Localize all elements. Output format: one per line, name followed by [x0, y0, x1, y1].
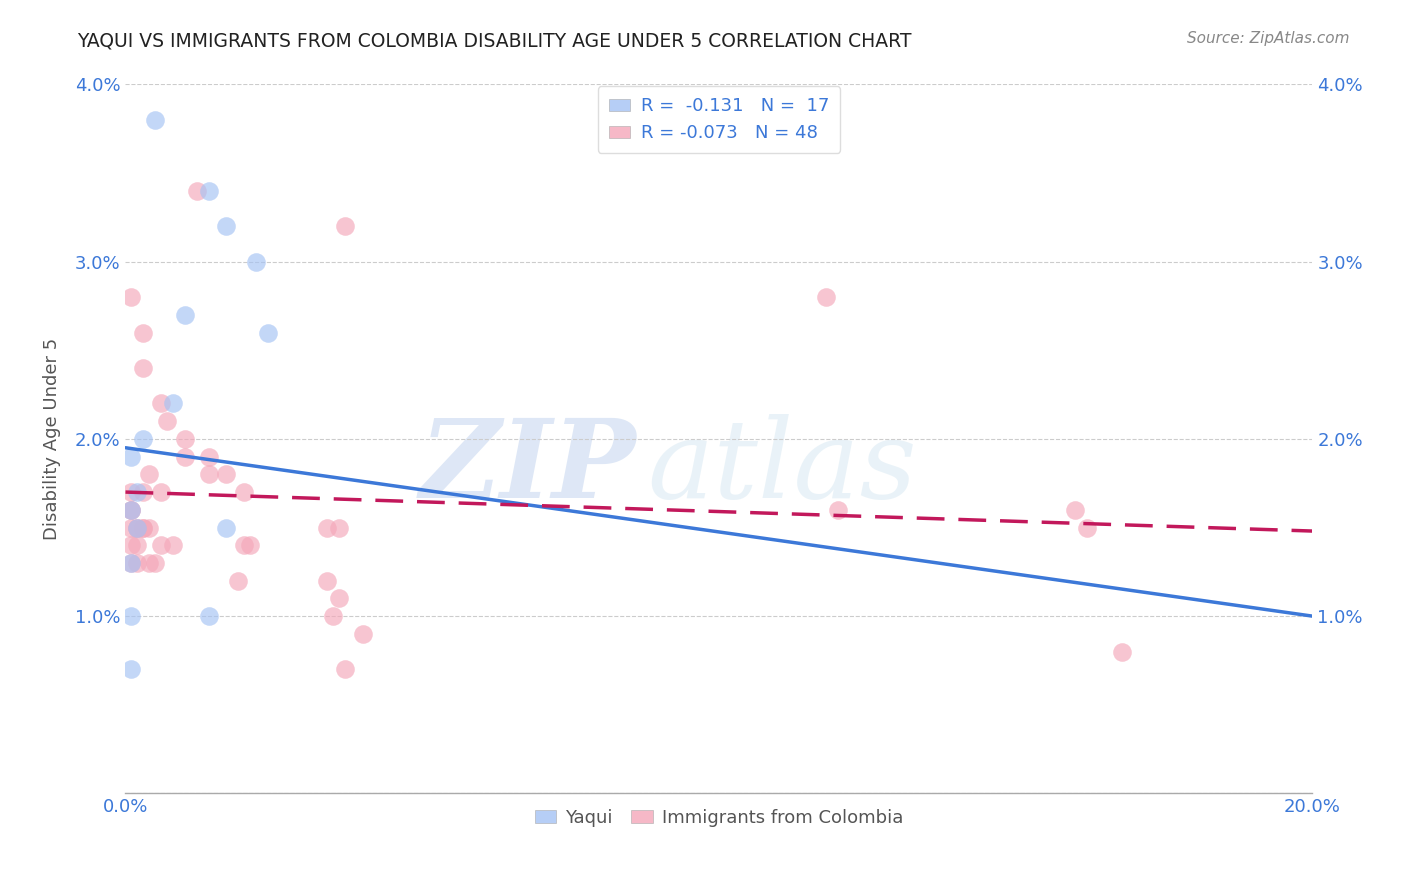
Point: [197, 609, 219, 624]
Point: [143, 112, 166, 127]
Point: [127, 538, 149, 552]
Point: [186, 184, 208, 198]
Point: [120, 503, 142, 517]
Point: [226, 574, 249, 588]
Point: [328, 520, 350, 534]
Point: [239, 538, 262, 552]
Point: [120, 503, 142, 517]
Y-axis label: Disability Age Under 5: Disability Age Under 5: [44, 338, 60, 540]
Point: [215, 219, 238, 234]
Point: [138, 520, 160, 534]
Point: [150, 538, 173, 552]
Point: [233, 538, 256, 552]
Point: [1064, 503, 1087, 517]
Point: [1111, 644, 1133, 658]
Point: [162, 396, 184, 410]
Point: [245, 254, 267, 268]
Point: [120, 556, 142, 570]
Point: [138, 467, 160, 482]
Point: [120, 538, 142, 552]
Point: [120, 485, 142, 500]
Point: [120, 662, 142, 676]
Point: [150, 396, 173, 410]
Point: [197, 184, 219, 198]
Text: ZIP: ZIP: [419, 414, 636, 521]
Point: [173, 432, 195, 446]
Point: [352, 627, 374, 641]
Point: [132, 520, 155, 534]
Point: [120, 520, 142, 534]
Point: [333, 662, 356, 676]
Point: [150, 485, 173, 500]
Point: [132, 520, 155, 534]
Point: [120, 609, 142, 624]
Point: [120, 450, 142, 464]
Point: [127, 485, 149, 500]
Point: [120, 290, 142, 304]
Point: [333, 219, 356, 234]
Point: [127, 520, 149, 534]
Point: [1076, 520, 1098, 534]
Point: [127, 556, 149, 570]
Point: [162, 538, 184, 552]
Point: [215, 467, 238, 482]
Point: [215, 520, 238, 534]
Point: [316, 520, 339, 534]
Point: [827, 503, 849, 517]
Point: [132, 326, 155, 340]
Point: [316, 574, 339, 588]
Point: [132, 485, 155, 500]
Point: [132, 361, 155, 376]
Point: [173, 308, 195, 322]
Point: [120, 503, 142, 517]
Point: [132, 432, 155, 446]
Point: [328, 591, 350, 606]
Point: [127, 520, 149, 534]
Point: [143, 556, 166, 570]
Point: [233, 485, 256, 500]
Point: [156, 414, 179, 428]
Legend: Yaqui, Immigrants from Colombia: Yaqui, Immigrants from Colombia: [527, 802, 910, 834]
Text: YAQUI VS IMMIGRANTS FROM COLOMBIA DISABILITY AGE UNDER 5 CORRELATION CHART: YAQUI VS IMMIGRANTS FROM COLOMBIA DISABI…: [77, 31, 912, 50]
Point: [814, 290, 837, 304]
Point: [197, 450, 219, 464]
Text: atlas: atlas: [648, 414, 917, 521]
Point: [120, 556, 142, 570]
Text: Source: ZipAtlas.com: Source: ZipAtlas.com: [1187, 31, 1350, 46]
Point: [197, 467, 219, 482]
Point: [173, 450, 195, 464]
Point: [127, 520, 149, 534]
Point: [138, 556, 160, 570]
Point: [322, 609, 344, 624]
Point: [257, 326, 280, 340]
